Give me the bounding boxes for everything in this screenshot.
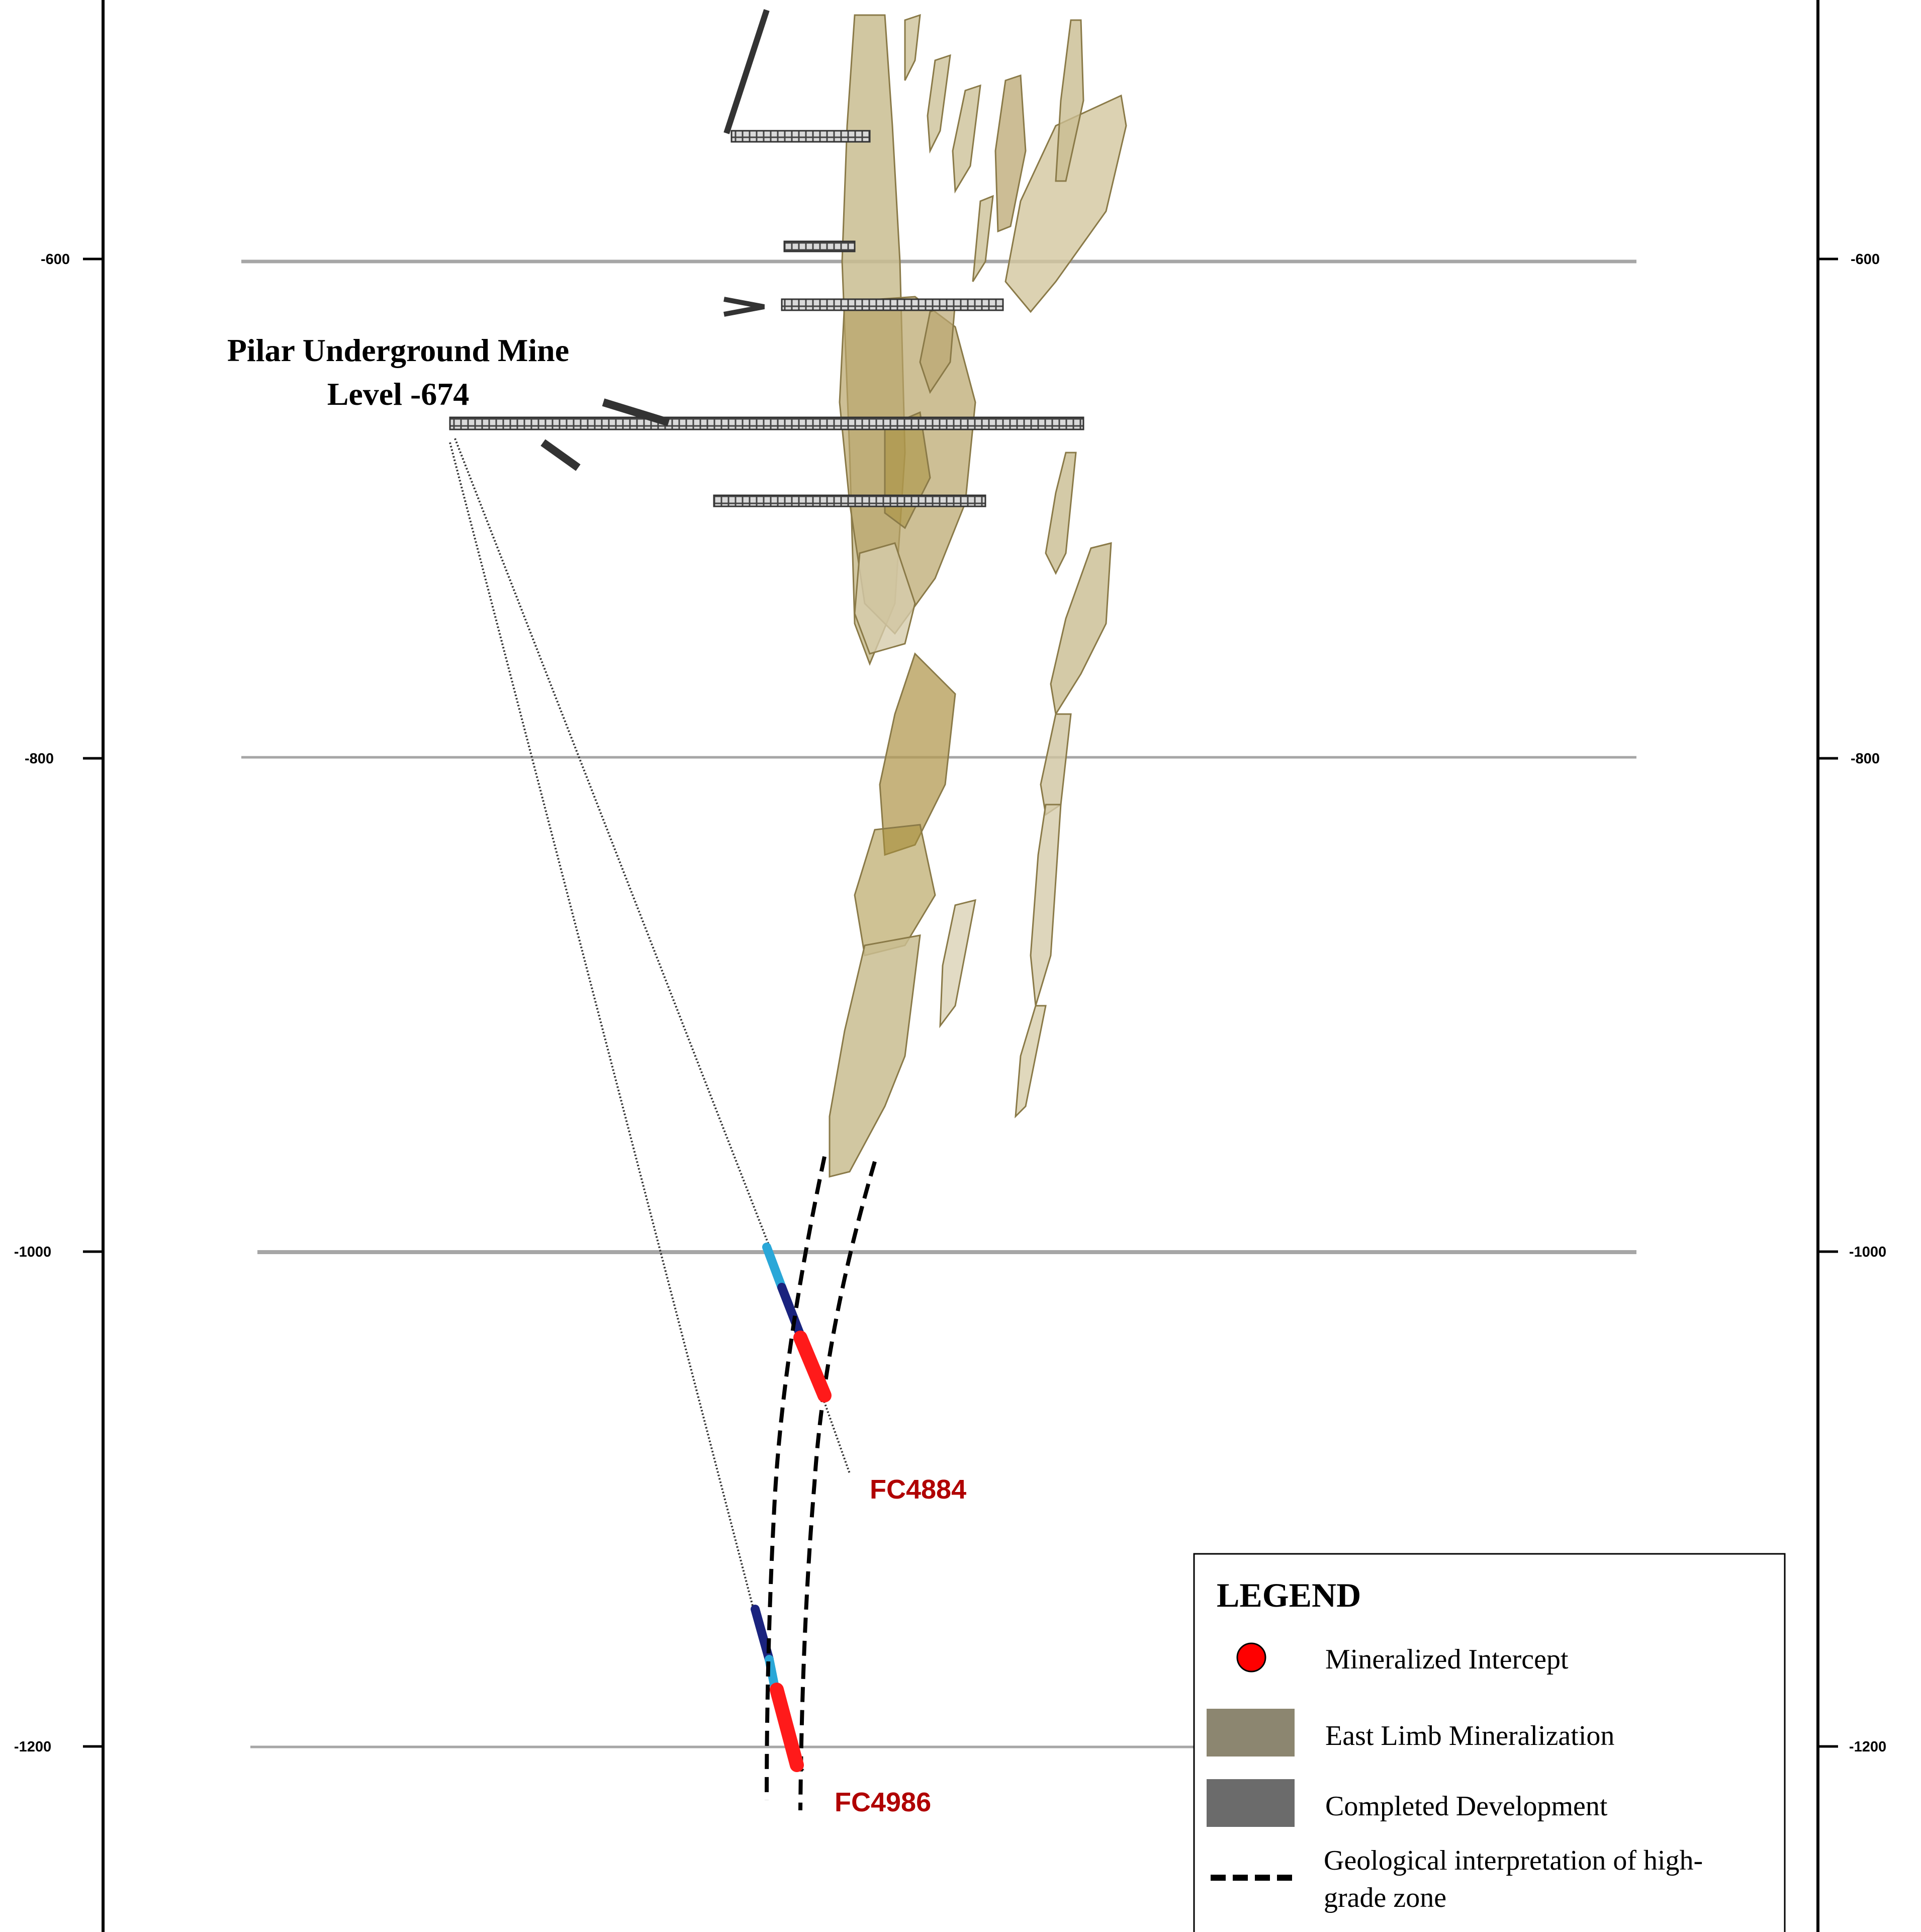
elevation-label-left-1000: -1000 <box>14 1244 51 1260</box>
mine-level-label: Level -674 <box>327 376 470 412</box>
elevation-label-right-1000: -1000 <box>1849 1244 1886 1260</box>
fc4884-mineralized-intercept <box>793 1331 832 1402</box>
drillhole-trace-fc4986 <box>449 442 804 1772</box>
elevation-label-right-800: -800 <box>1851 751 1880 767</box>
elevation-label-right-1200: -1200 <box>1849 1739 1886 1755</box>
tan-swatch-icon <box>1207 1709 1295 1757</box>
legend-label-completed-development: Completed Development <box>1325 1791 1608 1822</box>
elevation-label-left-1200: -1200 <box>14 1739 51 1755</box>
legend: LEGEND Mineralized Intercept East Limb M… <box>1193 1553 1786 1932</box>
high-grade-zone-dash-west <box>765 1156 827 1801</box>
left-ticks <box>83 257 103 1748</box>
fc4884-core-dark-blue <box>777 1283 804 1337</box>
high-grade-zone-dash-east <box>798 1161 877 1811</box>
gray-swatch-icon <box>1207 1779 1295 1827</box>
fc4884-core-light-blue <box>762 1243 786 1292</box>
right-ticks <box>1818 257 1838 1748</box>
legend-label-mineralized-intercept: Mineralized Intercept <box>1325 1644 1569 1675</box>
mine-name-label: Pilar Underground Mine <box>227 332 569 368</box>
drillhole-label-fc4986: FC4986 <box>835 1787 931 1817</box>
elevation-label-left-800: -800 <box>25 751 54 767</box>
drillhole-label-fc4884: FC4884 <box>870 1474 966 1505</box>
legend-title: LEGEND <box>1217 1576 1361 1614</box>
completed-development <box>449 9 1084 507</box>
east-limb-mineralization <box>829 14 1127 1178</box>
red-circle-icon <box>1236 1642 1266 1673</box>
legend-label-east-limb: East Limb Mineralization <box>1325 1720 1614 1751</box>
legend-label-geological-interpretation: Geological interpretation of high- <box>1324 1845 1703 1876</box>
legend-label-geological-interpretation-cont: grade zone <box>1324 1882 1446 1913</box>
elevation-label-right-600: -600 <box>1851 251 1880 268</box>
fc4986-mineralized-intercept <box>770 1683 804 1772</box>
elevation-label-left-600: -600 <box>41 251 70 268</box>
